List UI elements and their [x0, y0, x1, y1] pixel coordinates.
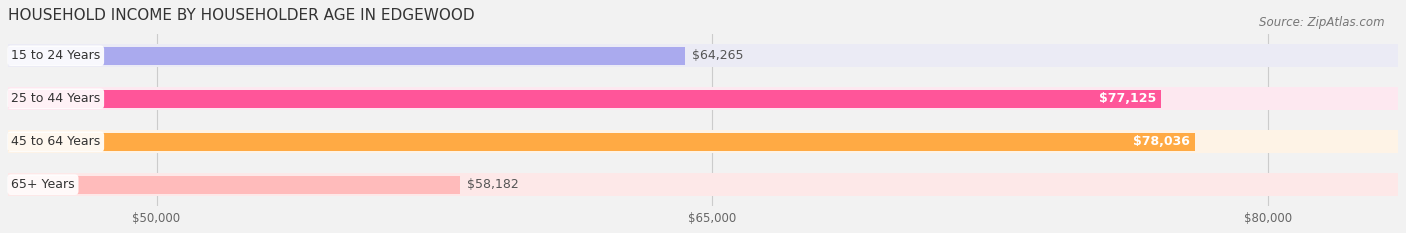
Text: HOUSEHOLD INCOME BY HOUSEHOLDER AGE IN EDGEWOOD: HOUSEHOLD INCOME BY HOUSEHOLDER AGE IN E… — [8, 8, 475, 23]
Text: Source: ZipAtlas.com: Source: ZipAtlas.com — [1260, 16, 1385, 29]
Bar — [8, 87, 1398, 110]
Bar — [8, 173, 1398, 196]
Text: 25 to 44 Years: 25 to 44 Years — [11, 92, 100, 105]
Text: 45 to 64 Years: 45 to 64 Years — [11, 135, 100, 148]
Text: $78,036: $78,036 — [1133, 135, 1189, 148]
Text: 15 to 24 Years: 15 to 24 Years — [11, 49, 100, 62]
Bar — [8, 47, 685, 65]
Text: $58,182: $58,182 — [467, 178, 519, 191]
Bar — [8, 130, 1398, 153]
Text: $64,265: $64,265 — [692, 49, 744, 62]
Bar — [8, 133, 1195, 151]
Text: 65+ Years: 65+ Years — [11, 178, 75, 191]
Bar — [8, 176, 460, 194]
Text: $77,125: $77,125 — [1098, 92, 1156, 105]
Bar — [8, 90, 1161, 108]
Bar — [8, 44, 1398, 67]
